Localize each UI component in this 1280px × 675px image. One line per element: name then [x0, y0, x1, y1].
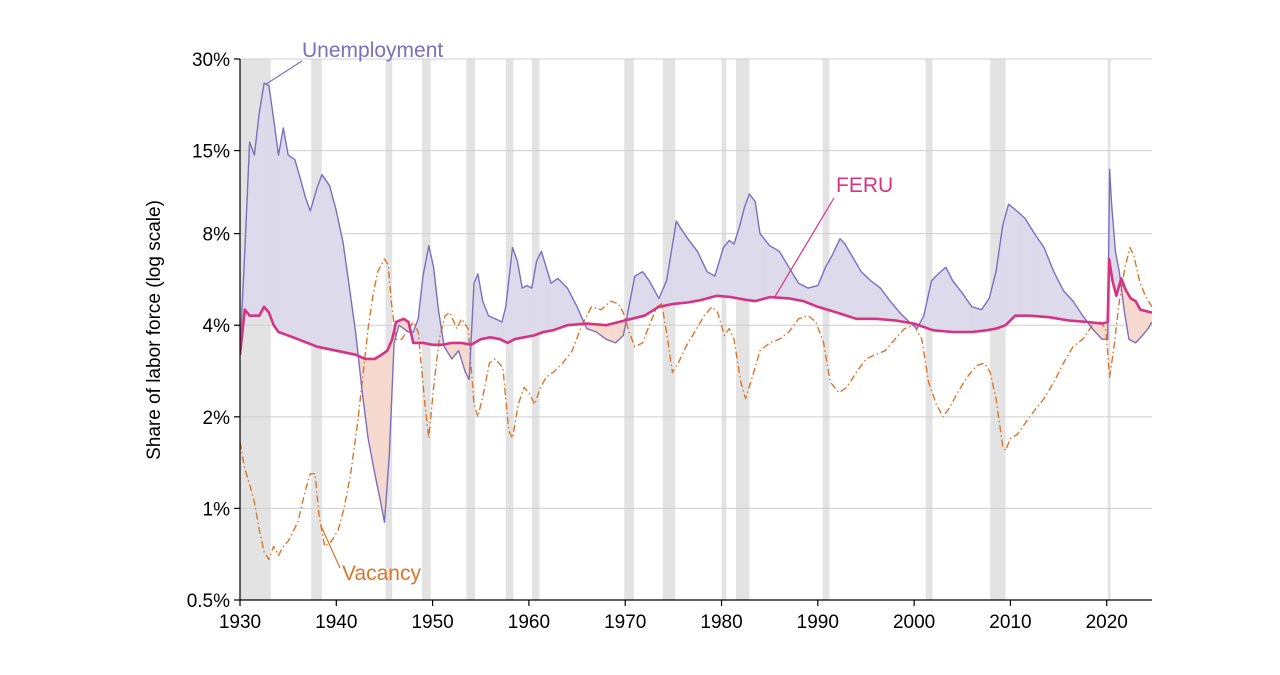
- recession-band: [466, 59, 475, 600]
- y-tick-label: 8%: [203, 225, 231, 246]
- recession-band: [624, 59, 634, 600]
- y-tick-label: 4%: [203, 316, 231, 337]
- recession-band: [385, 59, 393, 600]
- unemployment-series-line: [240, 82, 1152, 523]
- x-tick-label: 2000: [893, 612, 935, 633]
- y-tick-label: 30%: [192, 50, 230, 71]
- x-tick-label: 1980: [700, 612, 742, 633]
- feru-annotation-label: FERU: [836, 174, 893, 197]
- x-tick-label: 2010: [989, 612, 1031, 633]
- unemployment-annotation-label: Unemployment: [302, 39, 443, 62]
- y-tick-label: 2%: [203, 408, 231, 429]
- x-tick-label: 1930: [219, 612, 261, 633]
- y-tick-label: 15%: [192, 142, 230, 163]
- feru-leader-line: [773, 197, 835, 298]
- recession-band: [1107, 59, 1111, 600]
- x-tick-label: 1950: [411, 612, 453, 633]
- recession-band: [990, 59, 1006, 600]
- y-tick-label: 0.5%: [187, 591, 230, 612]
- vacancy-series-line: [240, 246, 1152, 561]
- recession-band: [735, 59, 750, 600]
- y-axis-label: Share of labor force (log scale): [144, 200, 165, 460]
- unemployment-leader-line: [265, 60, 303, 85]
- recession-band: [822, 59, 830, 600]
- x-tick-label: 2020: [1086, 612, 1128, 633]
- x-tick-label: 1940: [315, 612, 357, 633]
- series-lines: [240, 82, 1152, 561]
- axes: 0.5% 1% 2% 4% 8% 15% 30% 1930 1940 1950 1960 1970 19…: [187, 50, 1152, 633]
- x-tick-label: 1990: [797, 612, 839, 633]
- vacancy-leader-line: [320, 525, 341, 569]
- recession-band: [662, 59, 676, 600]
- recession-band: [721, 59, 727, 600]
- annotations: Unemployment FERU Vacancy: [265, 39, 893, 585]
- feru-series-line: [240, 257, 1152, 361]
- x-tick-label: 1970: [604, 612, 646, 633]
- gridlines: [240, 58, 1152, 509]
- x-tick-label: 1960: [508, 612, 550, 633]
- y-tick-label: 1%: [203, 499, 231, 520]
- vacancy-annotation-label: Vacancy: [342, 562, 421, 585]
